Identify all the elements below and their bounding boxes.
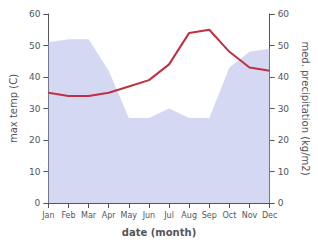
svg-text:Jan: Jan [41, 211, 54, 220]
svg-text:max temp (C): max temp (C) [8, 74, 19, 143]
svg-text:10: 10 [29, 167, 41, 177]
svg-text:30: 30 [278, 104, 290, 114]
svg-text:60: 60 [29, 9, 41, 19]
svg-text:50: 50 [29, 41, 41, 51]
svg-text:Apr: Apr [102, 211, 117, 220]
svg-text:Sep: Sep [202, 211, 217, 220]
svg-text:20: 20 [29, 135, 41, 145]
svg-text:50: 50 [278, 41, 290, 51]
svg-text:Jul: Jul [163, 211, 174, 220]
svg-text:date (month): date (month) [122, 227, 196, 238]
svg-text:Nov: Nov [242, 211, 258, 220]
svg-text:Mar: Mar [81, 211, 97, 220]
svg-text:Feb: Feb [61, 211, 75, 220]
svg-text:10: 10 [278, 167, 290, 177]
svg-text:20: 20 [278, 135, 290, 145]
svg-text:May: May [121, 211, 138, 220]
svg-text:0: 0 [35, 198, 41, 208]
svg-text:30: 30 [29, 104, 41, 114]
svg-text:60: 60 [278, 9, 290, 19]
svg-text:40: 40 [29, 72, 41, 82]
svg-text:Aug: Aug [181, 211, 197, 220]
svg-text:0: 0 [278, 198, 284, 208]
svg-text:Oct: Oct [222, 211, 236, 220]
svg-text:Dec: Dec [262, 211, 277, 220]
svg-text:Jun: Jun [142, 211, 156, 220]
svg-text:40: 40 [278, 72, 290, 82]
svg-text:med. precipitation (kg/m2): med. precipitation (kg/m2) [300, 41, 311, 175]
